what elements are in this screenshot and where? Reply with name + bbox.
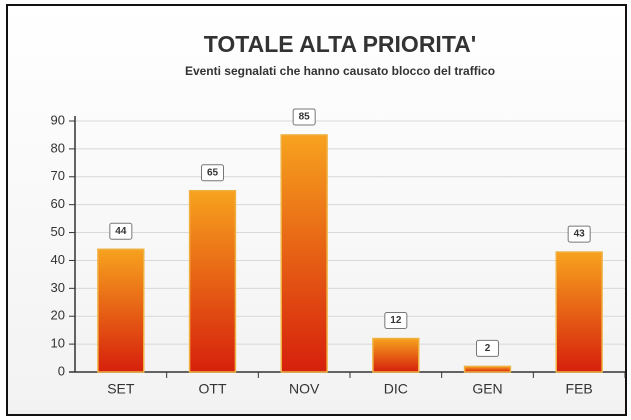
value-label-box [567, 225, 591, 243]
y-tick-label: 10 [51, 336, 65, 351]
x-tick-label: NOV [289, 381, 320, 397]
y-tick-label: 60 [51, 196, 65, 211]
y-tick-label: 30 [51, 280, 65, 295]
y-tick-label: 50 [51, 224, 65, 239]
chart-subtitle: Eventi segnalati che hanno causato blocc… [185, 64, 495, 78]
y-tick-label: 80 [51, 140, 65, 155]
x-tick-label: SET [107, 381, 135, 397]
value-label-box [201, 164, 224, 182]
x-tick-label: DIC [384, 381, 408, 397]
value-label-box [109, 222, 133, 240]
bar [280, 134, 328, 373]
x-tick-label: OTT [199, 381, 227, 397]
value-label: 2 [485, 343, 491, 354]
x-tick-label: GEN [472, 381, 502, 397]
value-label-box [384, 312, 408, 330]
bar [97, 248, 145, 373]
value-label: 12 [390, 315, 402, 326]
y-tick-label: 70 [51, 168, 65, 183]
value-label: 43 [574, 229, 586, 240]
value-label: 65 [207, 167, 219, 178]
y-tick-label: 90 [51, 112, 65, 127]
y-tick-label: 40 [51, 252, 65, 267]
value-label-box [476, 339, 499, 357]
value-label-box [292, 108, 316, 126]
x-tick-label: FEB [566, 381, 593, 397]
bar [463, 365, 512, 373]
bar [372, 337, 420, 373]
chart-title: TOTALE ALTA PRIORITA' [204, 31, 477, 57]
y-tick-label: 0 [58, 363, 65, 378]
bar [555, 251, 603, 373]
value-label: 44 [115, 226, 127, 237]
y-tick-label: 20 [51, 308, 65, 323]
bar [188, 189, 237, 373]
value-label: 85 [299, 112, 311, 123]
